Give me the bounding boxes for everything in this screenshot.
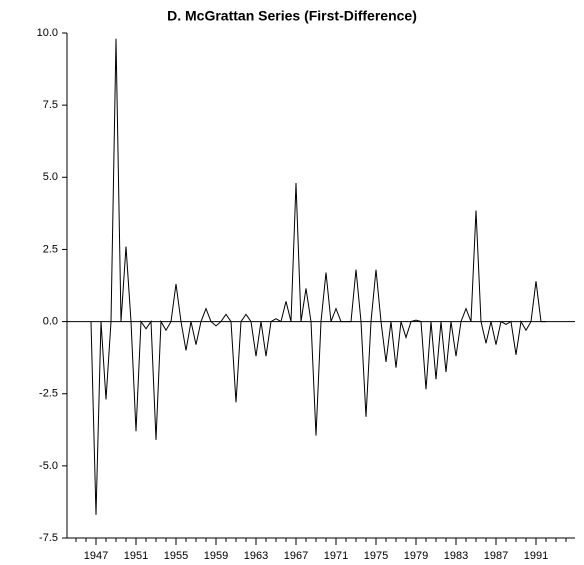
chart-title: D. McGrattan Series (First-Difference) (167, 8, 417, 24)
x-tick-label: 1959 (204, 550, 228, 562)
y-tick-label: -2.5 (39, 388, 58, 400)
x-tick-label: 1955 (164, 550, 188, 562)
x-tick-label: 1971 (324, 550, 348, 562)
x-tick-label: 1967 (284, 550, 308, 562)
x-tick-label: 1963 (244, 550, 268, 562)
y-tick-label: 7.5 (43, 99, 58, 111)
y-tick-label: -5.0 (39, 460, 58, 472)
y-tick-label: -7.5 (39, 532, 58, 544)
data-line (90, 38, 546, 515)
x-tick-label: 1947 (84, 550, 108, 562)
y-tick-label: 0.0 (43, 315, 58, 327)
x-tick-label: 1991 (524, 550, 548, 562)
y-tick-label: 5.0 (43, 171, 58, 183)
x-tick-label: 1983 (444, 550, 468, 562)
x-tick-label: 1987 (484, 550, 508, 562)
x-tick-label: 1979 (404, 550, 428, 562)
y-tick-label: 10.0 (37, 27, 58, 39)
x-tick-label: 1975 (364, 550, 388, 562)
y-tick-label: 2.5 (43, 243, 58, 255)
x-tick-label: 1951 (124, 550, 148, 562)
